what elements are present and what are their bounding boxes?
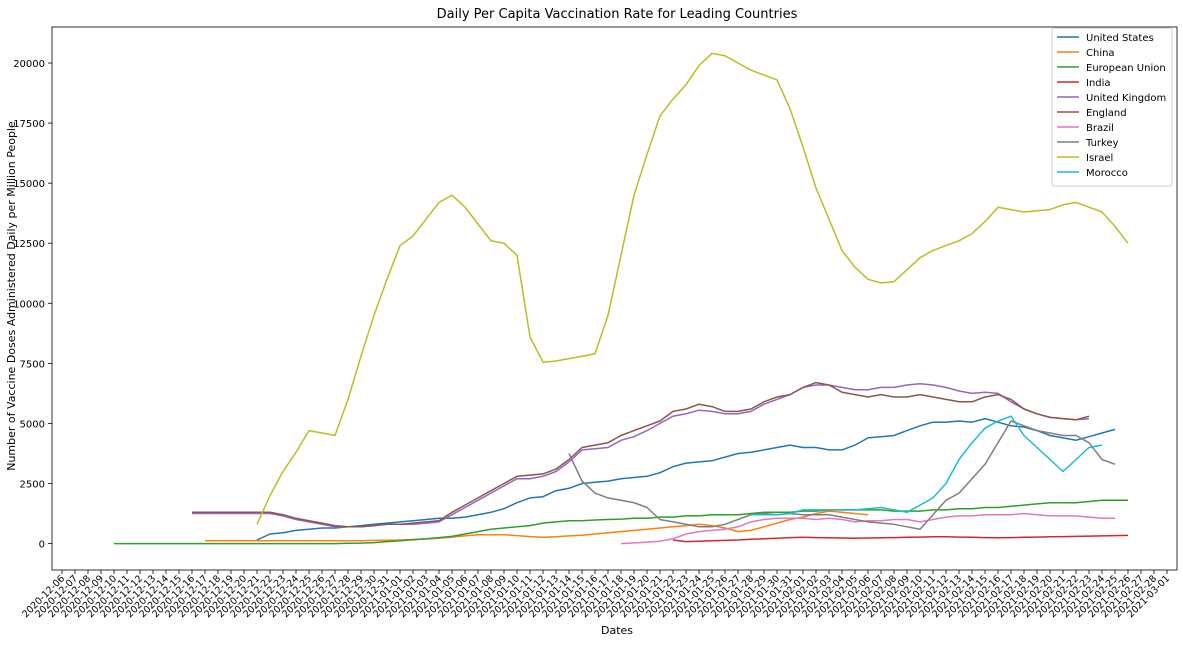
x-axis-label: Dates bbox=[601, 624, 633, 637]
y-tick-label: 12500 bbox=[13, 239, 45, 250]
legend-label-turkey: Turkey bbox=[1085, 138, 1119, 149]
legend: United States China European Union India Uni… bbox=[1051, 27, 1173, 187]
y-tick-label: 20000 bbox=[13, 59, 45, 70]
y-tick-label: 15000 bbox=[13, 179, 45, 190]
legend-label-european-union: European Union bbox=[1086, 63, 1166, 74]
series-line-israel bbox=[256, 52, 1129, 525]
y-tick-label: 2500 bbox=[20, 480, 45, 491]
y-tick-label: 10000 bbox=[13, 299, 45, 310]
legend-label-india: India bbox=[1086, 78, 1111, 89]
series-line-european-union bbox=[114, 499, 1128, 545]
plot-area bbox=[51, 26, 1178, 571]
legend-box bbox=[1051, 27, 1173, 187]
series-line-united-states bbox=[256, 417, 1116, 541]
y-tick-label: 17500 bbox=[13, 119, 45, 130]
series-line-england bbox=[192, 381, 1090, 528]
series-line-brazil bbox=[620, 512, 1115, 545]
legend-label-united-kingdom: United Kingdom bbox=[1086, 93, 1166, 104]
plot-frame bbox=[51, 26, 1178, 571]
legend-label-israel: Israel bbox=[1086, 153, 1113, 164]
y-tick-label: 7500 bbox=[20, 359, 45, 370]
legend-label-brazil: Brazil bbox=[1086, 123, 1114, 134]
series-line-china bbox=[205, 510, 869, 542]
series-group bbox=[114, 52, 1129, 545]
legend-label-morocco: Morocco bbox=[1086, 168, 1128, 179]
legend-label-china: China bbox=[1086, 48, 1115, 59]
y-axis: 0 2500 5000 7500 10000 12500 15000 17500 20000 bbox=[13, 59, 52, 551]
legend-label-united-states: United States bbox=[1086, 33, 1154, 44]
series-line-india bbox=[672, 534, 1129, 543]
legend-label-england: England bbox=[1086, 108, 1127, 119]
series-line-turkey bbox=[568, 420, 1116, 530]
chart-title: Daily Per Capita Vaccination Rate for Le… bbox=[437, 7, 798, 22]
x-axis: 2020-12-062020-12-072020-12-082020-12-09… bbox=[20, 570, 1172, 620]
y-axis-label: Number of Vaccine Doses Administered Dai… bbox=[5, 121, 18, 471]
y-tick-label: 5000 bbox=[20, 419, 45, 430]
series-line-morocco bbox=[751, 415, 1103, 516]
y-tick-label: 0 bbox=[39, 540, 45, 551]
